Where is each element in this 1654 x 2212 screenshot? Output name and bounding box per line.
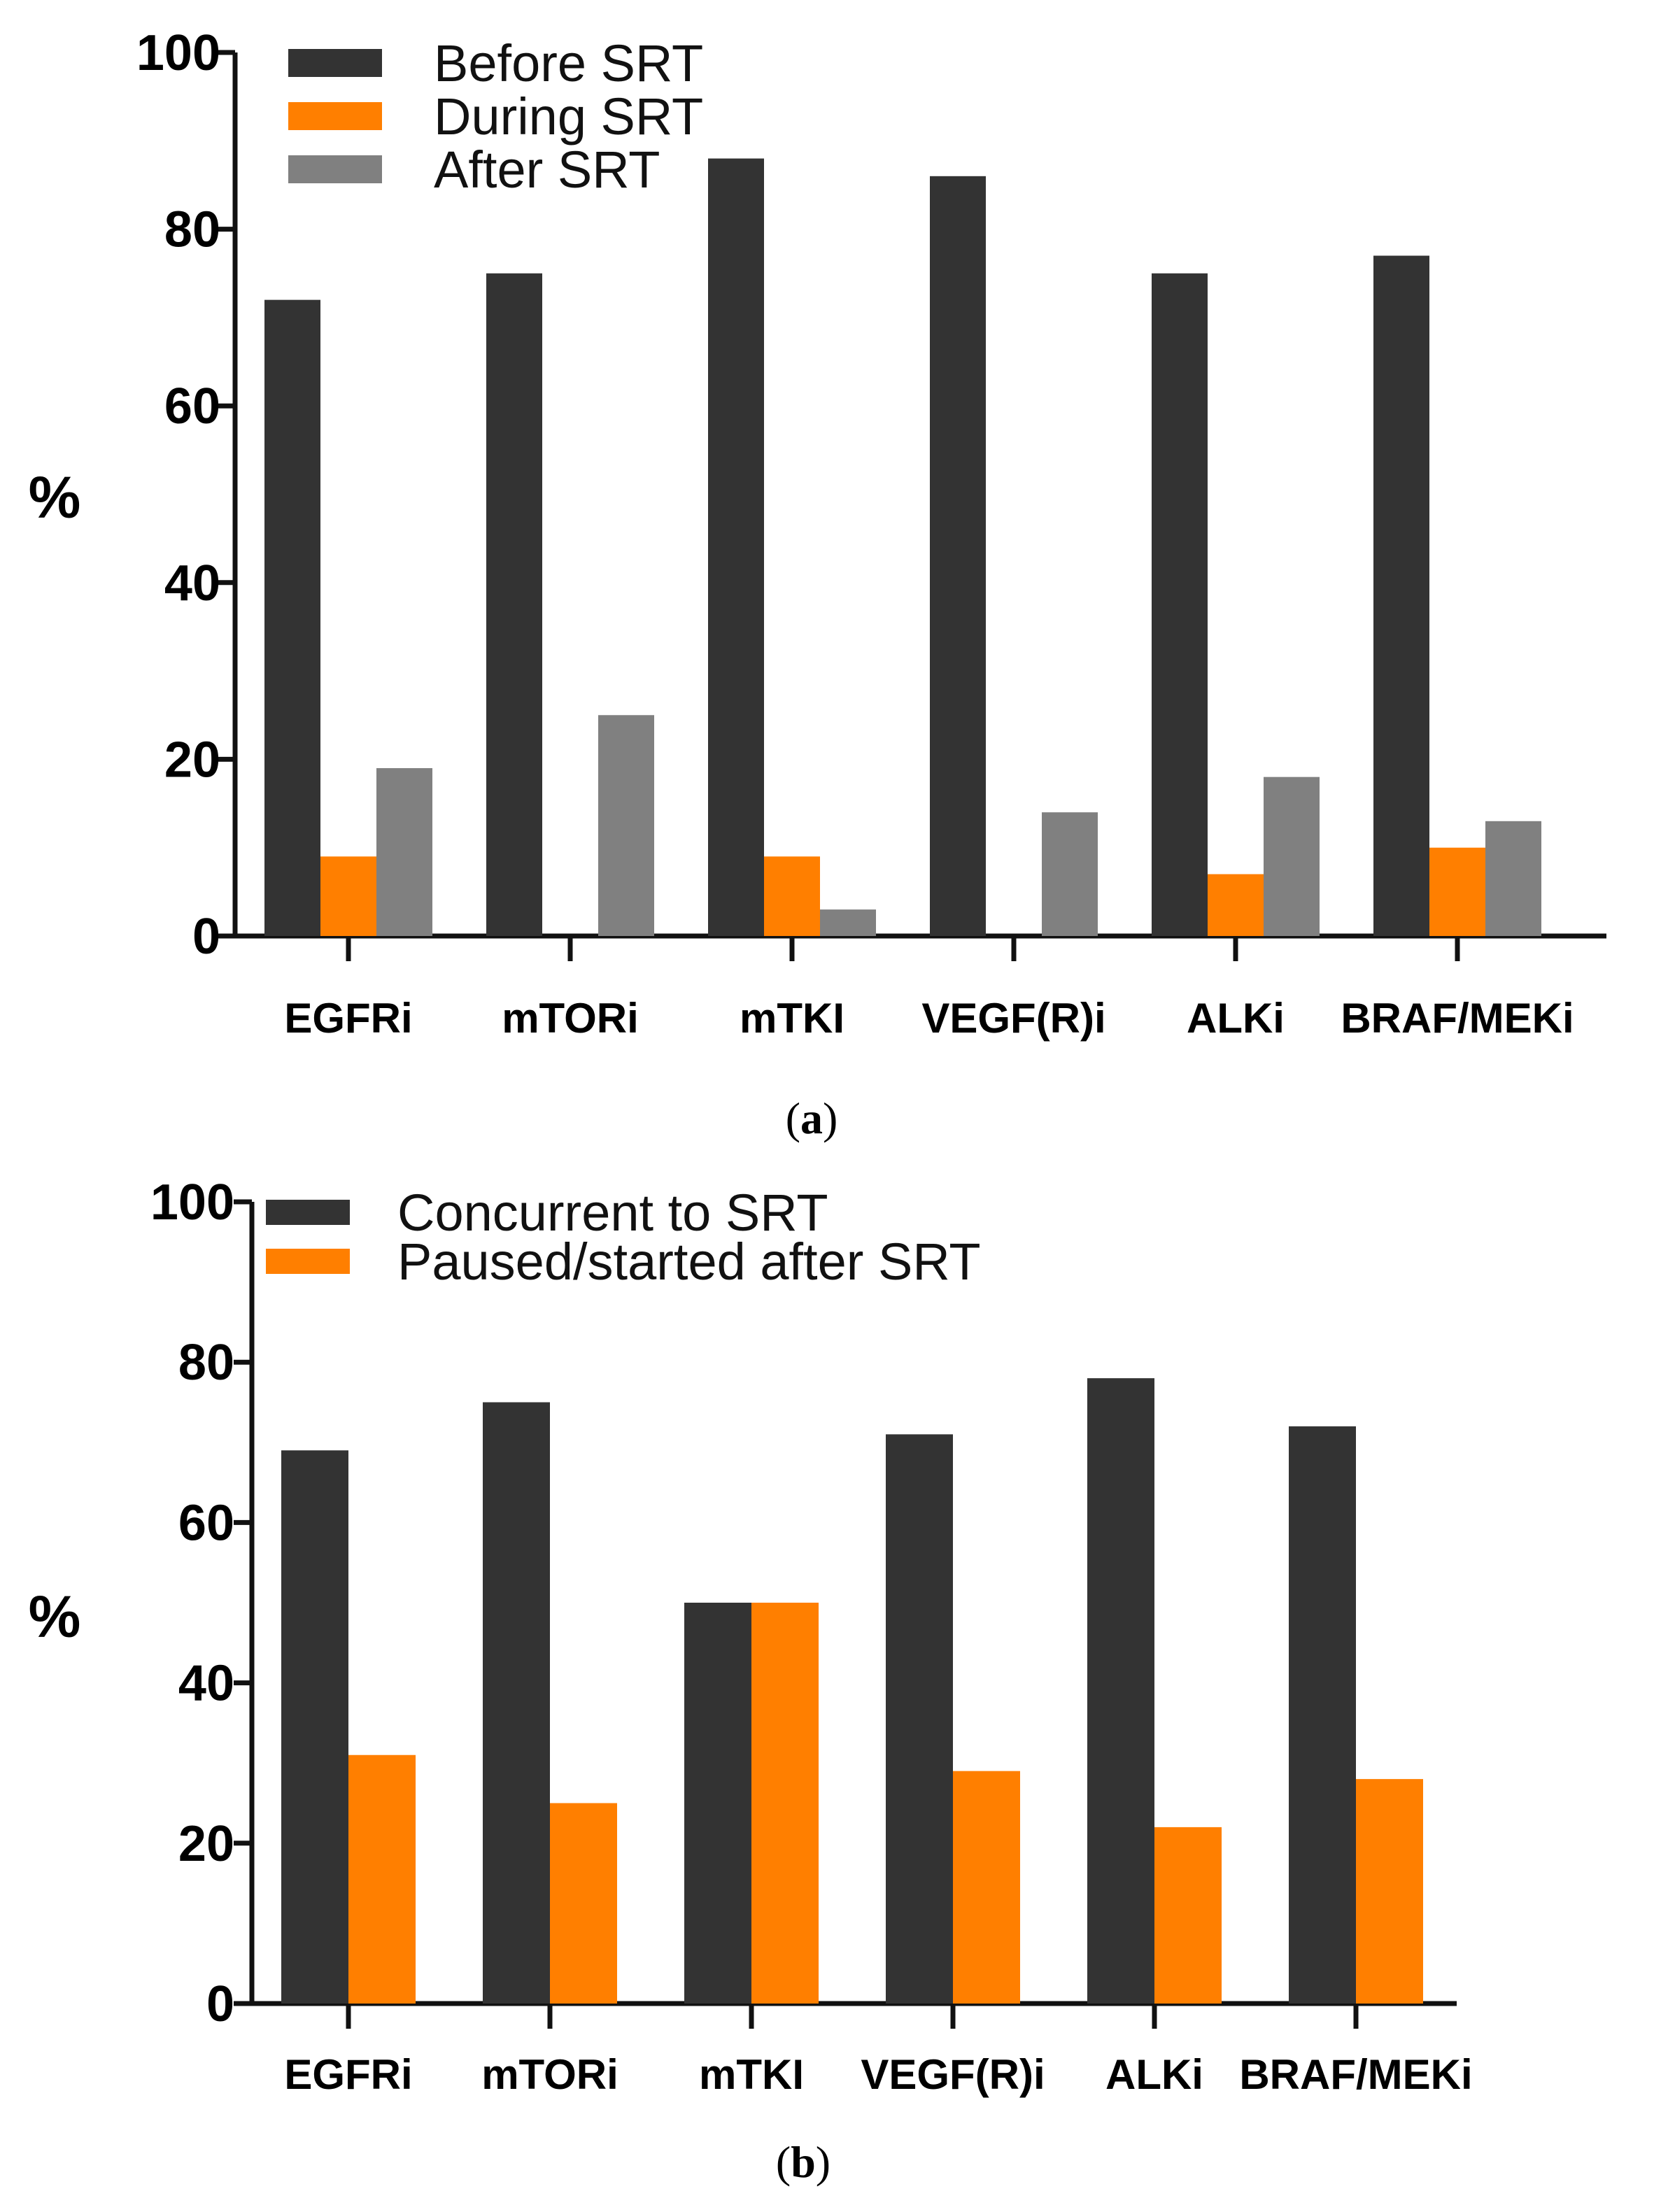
category-label-a: VEGF(R)i [921, 995, 1105, 1042]
bar-a-after [1264, 777, 1320, 936]
bars-a [264, 158, 1541, 936]
y-tick-label-a: 60 [164, 378, 220, 434]
panel-label-b-open: ( [776, 2137, 791, 2187]
bar-a-before [708, 158, 764, 936]
y-tick-label-b: 0 [206, 1976, 234, 2032]
bar-b-concurrent [1289, 1426, 1356, 2004]
axes-a: 0 20 40 60 80 100 EGFRi mTORi mTKI VEGF(R)i ALKi BR… [136, 25, 1606, 1042]
y-tick-label-b: 60 [178, 1495, 234, 1551]
y-tick-label-b: 20 [178, 1816, 234, 1872]
bar-a-during [764, 856, 820, 936]
legend-swatch-during [288, 102, 382, 130]
bar-b-concurrent [281, 1450, 348, 2004]
bar-a-before [1152, 273, 1208, 936]
legend-swatch-before [288, 49, 382, 77]
panel-label-b-letter: b [791, 2137, 816, 2187]
legend-label-before: Before SRT [434, 34, 703, 92]
bar-a-after [598, 715, 654, 936]
legend-label-paused: Paused/started after SRT [397, 1233, 981, 1291]
bar-a-during [320, 856, 376, 936]
y-axis-label-a: % [29, 465, 81, 530]
legend-swatch-after [288, 155, 382, 183]
bar-b-concurrent [684, 1603, 751, 2004]
panel-label-a-letter: a [800, 1093, 823, 1143]
bar-a-before [486, 273, 542, 936]
bar-a-before [1373, 255, 1429, 936]
category-label-b: ALKi [1105, 2051, 1203, 2098]
category-label-b: mTORi [481, 2051, 619, 2098]
bar-a-after [376, 768, 432, 936]
y-tick-label-b: 80 [178, 1335, 234, 1391]
bar-b-paused [953, 1771, 1020, 2004]
legend-label-during: During SRT [434, 87, 703, 146]
category-label-a: BRAF/MEKi [1341, 995, 1574, 1042]
category-label-a: EGFRi [284, 995, 412, 1042]
chart-panel-a: % 0 20 40 60 80 100 EGFRi mTORi mTKI VEGF(R)i ALKi… [29, 25, 1606, 1042]
bar-b-paused [550, 1803, 617, 2004]
category-label-b: BRAF/MEKi [1239, 2051, 1472, 2098]
bar-b-concurrent [483, 1402, 550, 2004]
axes-b: 0 20 40 60 80 100 EGFRi mTORi mTKI VEGF(R)i ALKi BR… [150, 1175, 1473, 2098]
category-label-a: mTKI [740, 995, 844, 1042]
bar-a-after [1042, 812, 1098, 936]
category-label-b: EGFRi [284, 2051, 412, 2098]
y-tick-label-b: 40 [178, 1656, 234, 1712]
y-tick-label-a: 0 [192, 909, 220, 965]
bar-a-before [930, 176, 986, 936]
legend-swatch-concurrent [266, 1200, 350, 1225]
chart-panel-b: % 0 20 40 60 80 100 EGFRi mTORi mTKI VEGF(R)i ALKi… [29, 1175, 1473, 2098]
bar-a-after [820, 909, 876, 936]
bar-a-before [264, 299, 320, 936]
y-tick-label-b: 100 [150, 1175, 234, 1231]
bar-b-paused [1356, 1779, 1423, 2004]
bars-b [281, 1378, 1423, 2004]
y-tick-label-a: 80 [164, 202, 220, 258]
bar-a-after [1485, 821, 1541, 936]
category-label-a: ALKi [1187, 995, 1285, 1042]
y-tick-label-a: 100 [136, 25, 220, 81]
panel-label-b: (b) [776, 2137, 830, 2187]
legend-swatch-paused [266, 1249, 350, 1274]
category-label-b: VEGF(R)i [861, 2051, 1045, 2098]
category-label-b: mTKI [699, 2051, 804, 2098]
bar-a-during [1208, 874, 1264, 936]
bar-b-paused [348, 1754, 416, 2004]
panel-label-a: (a) [786, 1093, 838, 1143]
panel-label-a-close: ) [823, 1093, 837, 1143]
panel-label-b-close: ) [816, 2137, 830, 2187]
panel-label-a-open: ( [786, 1093, 800, 1143]
category-label-a: mTORi [502, 995, 639, 1042]
y-tick-label-a: 40 [164, 555, 220, 611]
bar-b-paused [1154, 1827, 1222, 2004]
y-axis-label-b: % [29, 1584, 81, 1650]
bar-a-during [1429, 847, 1485, 936]
bar-b-concurrent [1087, 1378, 1154, 2004]
legend-label-concurrent: Concurrent to SRT [397, 1184, 828, 1242]
y-tick-label-a: 20 [164, 732, 220, 788]
legend-label-after: After SRT [434, 141, 660, 199]
bar-b-concurrent [886, 1434, 953, 2004]
bar-b-paused [751, 1603, 819, 2004]
